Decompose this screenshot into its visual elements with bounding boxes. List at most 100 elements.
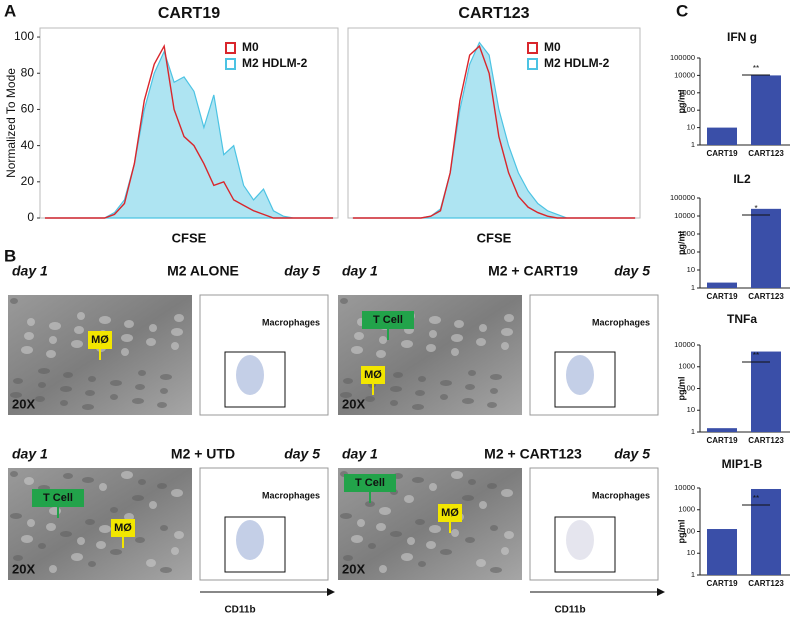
cell-texture <box>88 561 96 567</box>
cell-texture <box>340 298 348 304</box>
y-axis-label: pg/ml <box>676 231 686 255</box>
flow-plot <box>529 294 659 416</box>
legend-label: M2 HDLM-2 <box>242 56 308 70</box>
cell-texture <box>379 336 387 344</box>
condition-title: M2 + UTD <box>171 446 235 462</box>
cell-texture <box>85 519 95 525</box>
y-tick-label: 100000 <box>670 193 695 202</box>
y-tick-label: 100 <box>682 526 695 535</box>
y-tick-label: 10000 <box>674 483 695 492</box>
y-tick-label: 40 <box>21 138 35 152</box>
x-tick-label: CART19 <box>706 292 738 301</box>
cell-texture <box>501 489 513 497</box>
cell-texture <box>99 483 107 491</box>
cell-texture <box>504 531 514 539</box>
cell-texture <box>49 507 61 515</box>
cell-texture <box>390 531 402 537</box>
cell-texture <box>146 559 156 567</box>
cell-texture <box>99 316 111 324</box>
cell-texture <box>82 404 94 410</box>
cell-texture <box>479 324 487 332</box>
cell-texture <box>343 555 353 561</box>
cell-label: MØ <box>441 507 459 519</box>
cell-texture <box>426 344 436 352</box>
cell-texture <box>60 400 68 406</box>
y-tick-label: 1 <box>691 427 695 436</box>
cell-texture <box>171 342 179 350</box>
cell-texture <box>149 501 157 509</box>
cell-texture <box>171 547 179 555</box>
x-tick-label: CART123 <box>748 292 784 301</box>
panel-label: C <box>676 1 688 20</box>
y-tick-label: 1 <box>691 140 695 149</box>
cell-texture <box>468 479 476 485</box>
gate <box>554 351 616 408</box>
legend-swatch <box>527 58 538 70</box>
bar <box>751 208 781 288</box>
histogram-area <box>44 49 334 219</box>
cell-density <box>566 355 594 395</box>
cell-texture <box>24 477 34 485</box>
x-axis-label: CD11b <box>224 605 255 616</box>
cell-texture <box>351 346 363 354</box>
cell-texture <box>390 400 398 406</box>
legend-swatch <box>225 58 236 70</box>
y-tick-label: 1000 <box>678 505 695 514</box>
cell-density <box>236 520 264 560</box>
cell-texture <box>365 501 375 507</box>
cell-label: MØ <box>91 334 109 346</box>
cell-label-box <box>111 519 135 537</box>
panel-label: A <box>4 1 16 20</box>
cell-texture <box>38 543 46 549</box>
bar <box>707 127 737 145</box>
cell-texture <box>429 525 441 533</box>
cell-texture <box>393 372 403 378</box>
cell-texture <box>501 547 509 555</box>
cell-texture <box>13 378 23 384</box>
cell-label: MØ <box>114 522 132 534</box>
significance-label: ** <box>753 351 759 360</box>
cell-texture <box>476 338 486 346</box>
y-tick-label: 10000 <box>674 211 695 220</box>
cell-density <box>236 355 264 395</box>
cell-texture <box>121 334 133 342</box>
day-end: day 5 <box>284 446 320 462</box>
magnification: 20X <box>12 561 35 576</box>
bar <box>751 488 781 575</box>
cell-texture <box>490 374 502 380</box>
legend-label: M0 <box>242 40 259 54</box>
cell-texture <box>146 338 156 346</box>
cell-texture <box>487 402 497 408</box>
cell-texture <box>138 370 146 376</box>
day-start: day 1 <box>12 263 48 279</box>
cell-texture <box>46 523 56 531</box>
legend-label: M0 <box>544 40 561 54</box>
cell-texture <box>160 525 168 531</box>
cell-texture <box>174 314 184 322</box>
y-tick-label: 100 <box>682 383 695 392</box>
cell-texture <box>415 390 425 396</box>
x-tick-label: CART19 <box>706 436 738 445</box>
gate-label: Macrophages <box>262 490 320 500</box>
cell-density <box>566 520 594 560</box>
y-tick-label: 10 <box>687 548 695 557</box>
flow-plot <box>199 294 329 416</box>
cell-texture <box>404 495 414 503</box>
cell-texture <box>501 328 513 336</box>
cell-texture <box>365 396 375 402</box>
cell-texture <box>160 567 172 573</box>
cell-label: MØ <box>364 369 382 381</box>
cell-texture <box>96 541 106 549</box>
cell-texture <box>132 495 144 501</box>
cell-texture <box>451 529 459 537</box>
bar <box>707 529 737 575</box>
x-tick-label: CART123 <box>748 436 784 445</box>
y-tick-label: 10 <box>687 265 695 274</box>
cell-texture <box>501 342 509 350</box>
cell-texture <box>357 519 365 527</box>
cell-texture <box>418 376 426 382</box>
histogram-line <box>352 44 636 219</box>
gate-label: Macrophages <box>592 490 650 500</box>
cell-label-box <box>32 489 84 507</box>
cell-texture <box>85 390 95 396</box>
